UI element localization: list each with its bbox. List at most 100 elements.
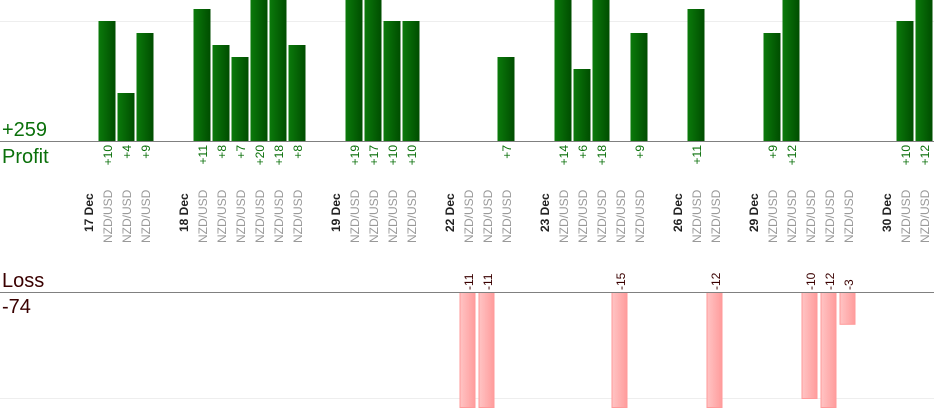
profit-total: +259 — [2, 119, 48, 141]
profit-value-label: +11 — [690, 145, 704, 165]
profit-bar — [117, 93, 135, 141]
pair-label: NZD/USD — [899, 189, 913, 243]
pair-label: NZD/USD — [139, 189, 153, 243]
profit-value-label: +10 — [386, 145, 400, 166]
date-label: 17 Dec — [82, 193, 96, 232]
pair-label: NZD/USD — [576, 189, 590, 243]
profit-value-label: +10 — [101, 145, 115, 166]
profit-value-label: +7 — [500, 145, 514, 159]
profit-bar — [98, 21, 116, 141]
profit-label: Profit — [2, 146, 49, 168]
profit-value-label: +12 — [918, 145, 932, 166]
loss-bar — [820, 292, 837, 408]
pair-label: NZD/USD — [101, 189, 115, 243]
profit-value-label: +10 — [405, 145, 419, 166]
pair-label: NZD/USD — [348, 189, 362, 243]
profit-bar — [915, 0, 933, 141]
loss-label: Loss — [2, 270, 45, 292]
pair-label: NZD/USD — [614, 189, 628, 243]
profit-value-label: +20 — [253, 145, 267, 166]
pair-label: NZD/USD — [291, 189, 305, 243]
profit-value-label: +6 — [576, 145, 590, 159]
loss-total: -74 — [2, 296, 31, 318]
profit-value-label: +10 — [899, 145, 913, 166]
profit-bar — [402, 21, 420, 141]
pair-label: NZD/USD — [633, 189, 647, 243]
loss-bar — [839, 292, 856, 325]
profit-value-label: +12 — [785, 145, 799, 166]
date-label: 29 Dec — [747, 193, 761, 232]
profit-bar — [630, 33, 648, 141]
profit-value-label: +19 — [348, 145, 362, 166]
profit-bar — [364, 0, 382, 141]
date-label: 22 Dec — [443, 193, 457, 232]
profit-value-label: +7 — [234, 145, 248, 159]
loss-value-label: -11 — [481, 273, 495, 290]
pair-label: NZD/USD — [595, 189, 609, 243]
date-label: 26 Dec — [671, 193, 685, 232]
loss-bar — [706, 292, 723, 408]
profit-bar — [250, 0, 268, 141]
profit-value-label: +18 — [595, 145, 609, 166]
pair-label: NZD/USD — [253, 189, 267, 243]
profit-value-label: +4 — [120, 145, 134, 159]
profit-bar — [573, 69, 591, 141]
pair-label: NZD/USD — [234, 189, 248, 243]
pair-label: NZD/USD — [500, 189, 514, 243]
pair-label: NZD/USD — [386, 189, 400, 243]
profit-bar — [231, 57, 249, 141]
loss-value-label: -12 — [709, 272, 723, 290]
pair-label: NZD/USD — [804, 189, 818, 243]
pair-label: NZD/USD — [405, 189, 419, 243]
pair-label: NZD/USD — [842, 189, 856, 243]
pair-label: NZD/USD — [215, 189, 229, 243]
pair-label: NZD/USD — [823, 189, 837, 243]
profit-bar — [497, 57, 515, 141]
loss-value-label: -12 — [823, 272, 837, 290]
profit-bar — [383, 21, 401, 141]
date-label: 18 Dec — [177, 193, 191, 232]
pair-label: NZD/USD — [196, 189, 210, 243]
pair-label: NZD/USD — [690, 189, 704, 243]
loss-value-label: -11 — [462, 273, 476, 290]
pair-label: NZD/USD — [766, 189, 780, 243]
pair-label: NZD/USD — [785, 189, 799, 243]
profit-bar — [193, 9, 211, 141]
profit-bar — [782, 0, 800, 141]
loss-bar — [611, 292, 628, 408]
loss-bar — [459, 292, 476, 408]
profit-value-label: +9 — [139, 145, 153, 159]
profit-value-label: +11 — [196, 145, 210, 165]
profit-bar — [288, 45, 306, 141]
date-label: 19 Dec — [329, 193, 343, 232]
pair-label: NZD/USD — [462, 189, 476, 243]
profit-bar — [554, 0, 572, 141]
pair-label: NZD/USD — [120, 189, 134, 243]
loss-bar — [478, 292, 495, 408]
profit-value-label: +18 — [272, 145, 286, 166]
pair-label: NZD/USD — [709, 189, 723, 243]
loss-bar — [801, 292, 818, 399]
profit-bar — [136, 33, 154, 141]
profit-bar — [687, 9, 705, 141]
pair-label: NZD/USD — [367, 189, 381, 243]
profit-bar — [212, 45, 230, 141]
profit-bar — [269, 0, 287, 141]
pair-label: NZD/USD — [272, 189, 286, 243]
profit-bar — [592, 0, 610, 141]
profit-value-label: +14 — [557, 145, 571, 166]
profit-bar — [345, 0, 363, 141]
loss-value-label: -3 — [842, 279, 856, 290]
loss-value-label: -15 — [614, 272, 628, 290]
pair-label: NZD/USD — [918, 189, 932, 243]
profit-bar — [763, 33, 781, 141]
profit-value-label: +9 — [766, 145, 780, 159]
profit-value-label: +8 — [215, 145, 229, 159]
date-label: 23 Dec — [538, 193, 552, 232]
pair-label: NZD/USD — [557, 189, 571, 243]
profit-value-label: +8 — [291, 145, 305, 159]
pair-label: NZD/USD — [481, 189, 495, 243]
date-label: 30 Dec — [880, 193, 894, 232]
profit-bar — [896, 21, 914, 141]
